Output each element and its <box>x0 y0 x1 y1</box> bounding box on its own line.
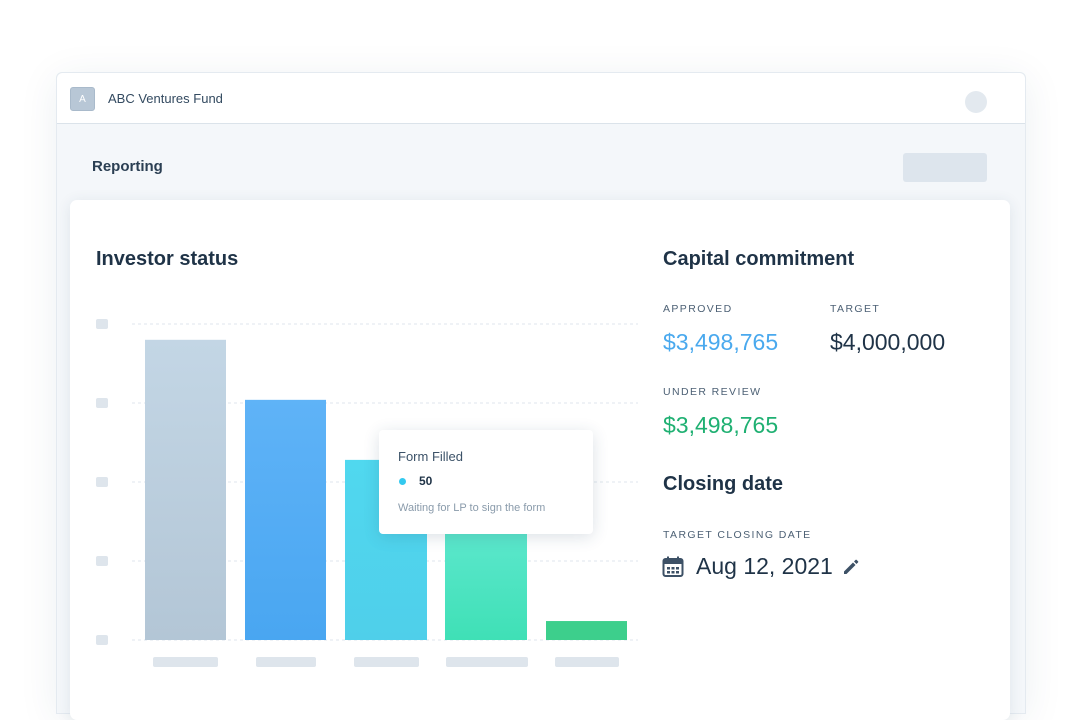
investor-status-title: Investor status <box>96 248 239 270</box>
org-name[interactable]: ABC Ventures Fund <box>108 91 223 106</box>
y-tick-placeholder <box>96 398 108 408</box>
target-label: TARGET <box>830 303 881 315</box>
closing-date-title: Closing date <box>663 473 784 495</box>
x-tick-placeholder <box>555 657 619 667</box>
target-closing-date-label: TARGET CLOSING DATE <box>663 529 812 541</box>
chart-bar[interactable] <box>145 339 226 640</box>
calendar-icon <box>662 556 684 577</box>
tooltip-description: Waiting for LP to sign the form <box>398 502 546 514</box>
y-tick-placeholder <box>96 635 108 645</box>
top-bar: A ABC Ventures Fund <box>57 73 1025 124</box>
pencil-icon[interactable] <box>842 558 860 576</box>
org-avatar[interactable]: A <box>70 87 95 111</box>
capital-commitment-title: Capital commitment <box>663 248 855 270</box>
chart-bar[interactable] <box>546 621 627 640</box>
x-tick-placeholder <box>256 657 316 667</box>
y-tick-placeholder <box>96 556 108 566</box>
chart-tooltip: Form Filled 50 Waiting for LP to sign th… <box>379 430 593 534</box>
approved-value: $3,498,765 <box>663 329 779 355</box>
y-tick-placeholder <box>96 477 108 487</box>
x-tick-placeholder <box>354 657 419 667</box>
x-tick-placeholder <box>446 657 528 667</box>
tooltip-legend-dot <box>399 478 406 485</box>
under-review-label: UNDER REVIEW <box>663 386 762 398</box>
tooltip-title: Form Filled <box>398 449 464 464</box>
x-tick-placeholder <box>153 657 218 667</box>
header-action-button[interactable] <box>903 153 987 182</box>
approved-label: APPROVED <box>663 303 733 315</box>
y-tick-placeholder <box>96 319 108 329</box>
investor-status-chart <box>96 319 638 667</box>
under-review-value: $3,498,765 <box>663 412 779 438</box>
closing-date-value: Aug 12, 2021 <box>696 553 833 579</box>
user-avatar[interactable] <box>965 91 987 113</box>
tooltip-value: 50 <box>419 474 433 488</box>
target-value: $4,000,000 <box>830 329 946 355</box>
chart-bar[interactable] <box>245 399 326 640</box>
chart-bar[interactable] <box>445 519 527 640</box>
page-title: Reporting <box>92 158 163 175</box>
